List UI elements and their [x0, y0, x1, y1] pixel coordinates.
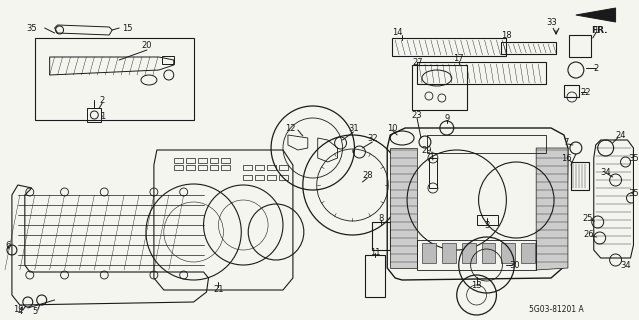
Bar [502, 42, 556, 54]
Bar [174, 165, 183, 170]
Bar [422, 243, 436, 263]
Text: 10: 10 [387, 124, 397, 132]
Bar [521, 243, 535, 263]
Text: 20: 20 [142, 41, 152, 50]
Bar [255, 175, 264, 180]
Text: 34: 34 [620, 260, 631, 269]
Text: 9: 9 [444, 114, 449, 123]
Text: 18: 18 [501, 30, 512, 39]
Bar [477, 215, 498, 225]
Bar [197, 165, 206, 170]
Text: 33: 33 [547, 18, 557, 27]
Bar [564, 85, 579, 97]
Bar [417, 240, 536, 270]
Text: 34: 34 [601, 167, 611, 177]
Polygon shape [390, 148, 417, 268]
Text: 5: 5 [32, 308, 37, 316]
Bar [243, 175, 252, 180]
Text: 8: 8 [378, 213, 384, 222]
Bar [243, 165, 252, 170]
Text: 32: 32 [367, 133, 378, 142]
Text: 11: 11 [370, 247, 381, 257]
Text: 14: 14 [392, 28, 403, 36]
Bar [267, 165, 276, 170]
Text: 26: 26 [583, 229, 594, 238]
Text: 17: 17 [454, 53, 464, 62]
Text: 35: 35 [628, 188, 639, 197]
Text: 16: 16 [560, 154, 571, 163]
Bar [210, 158, 219, 163]
Text: 28: 28 [362, 171, 373, 180]
Text: 4: 4 [17, 308, 22, 316]
Text: 2: 2 [100, 95, 105, 105]
Bar [267, 175, 276, 180]
Text: 13: 13 [472, 281, 482, 290]
Text: 25: 25 [583, 213, 593, 222]
Polygon shape [576, 8, 615, 22]
Bar [412, 65, 466, 110]
Bar [366, 255, 385, 297]
Text: FR.: FR. [592, 26, 608, 35]
Text: 30: 30 [509, 260, 520, 269]
Polygon shape [536, 148, 568, 270]
Text: 23: 23 [412, 110, 422, 119]
Text: 24: 24 [615, 131, 626, 140]
Text: 12: 12 [285, 124, 295, 132]
Bar [88, 108, 101, 122]
Bar [462, 243, 475, 263]
Bar [222, 158, 230, 163]
Bar [417, 62, 546, 84]
Bar [442, 243, 456, 263]
Text: 22: 22 [581, 87, 591, 97]
Bar [197, 158, 206, 163]
Bar [279, 165, 288, 170]
Bar [427, 135, 546, 153]
Text: 7: 7 [563, 138, 569, 147]
Bar [571, 162, 589, 190]
Text: 2: 2 [593, 63, 598, 73]
Text: 35: 35 [26, 23, 37, 33]
Text: 6: 6 [5, 241, 10, 250]
Bar [279, 175, 288, 180]
Bar [174, 158, 183, 163]
Bar [222, 165, 230, 170]
Bar [162, 56, 174, 64]
Bar [373, 222, 390, 250]
Text: 29: 29 [422, 146, 432, 155]
Text: 19: 19 [13, 306, 23, 315]
Text: 21: 21 [213, 285, 224, 294]
Text: 5G03-81201 A: 5G03-81201 A [528, 306, 583, 315]
Bar [482, 243, 495, 263]
Text: 3: 3 [484, 220, 489, 229]
Bar [255, 165, 264, 170]
Bar [502, 243, 515, 263]
Text: 27: 27 [412, 58, 422, 67]
Bar [186, 165, 195, 170]
Bar [392, 38, 506, 56]
Bar [186, 158, 195, 163]
Bar [210, 165, 219, 170]
Text: 1: 1 [593, 26, 598, 35]
Text: 31: 31 [348, 124, 358, 132]
Bar [35, 38, 194, 120]
Text: 15: 15 [122, 23, 132, 33]
Bar [429, 158, 437, 188]
Bar [569, 35, 591, 57]
Text: 1: 1 [100, 111, 105, 121]
Text: 35: 35 [628, 154, 639, 163]
